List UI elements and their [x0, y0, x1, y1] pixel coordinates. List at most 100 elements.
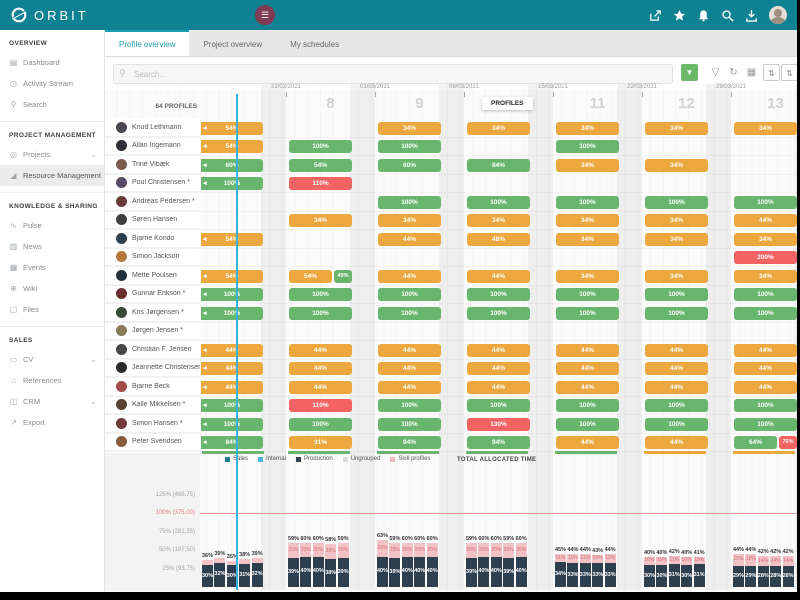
allocation-bar[interactable]: 100% [734, 399, 797, 412]
allocation-bar[interactable]: ◂ 100% [201, 306, 263, 320]
sidebar-item-resource-management[interactable]: ◢ Resource Management ⌄ [0, 165, 104, 186]
app-logo[interactable]: ORBIT [0, 6, 89, 24]
allocation-bar[interactable]: 200% [734, 251, 797, 264]
allocation-bar[interactable]: 100% [467, 306, 530, 320]
profile-name-cell[interactable]: Poul Christensen * [105, 174, 200, 192]
profile-name-cell[interactable]: Allan Ingemann [105, 137, 200, 155]
calendar-button[interactable]: ▦ [746, 67, 757, 78]
allocation-bar[interactable]: ◂ 100% [201, 288, 263, 301]
allocation-bar[interactable]: 44% [556, 343, 619, 357]
allocation-bar[interactable]: 100% [734, 288, 797, 301]
allocation-bar[interactable]: 100% [556, 288, 619, 301]
allocation-bar[interactable]: 76% [779, 436, 797, 449]
allocation-bar[interactable]: ◂ 100% [201, 417, 263, 431]
allocation-bar[interactable]: ◂ 44% [201, 343, 263, 357]
allocation-bar[interactable]: 100% [378, 288, 441, 301]
user-avatar[interactable] [769, 6, 787, 24]
allocation-bar[interactable]: 44% [378, 269, 441, 283]
allocation-bar[interactable]: 100% [378, 306, 441, 320]
allocation-bar[interactable]: 44% [289, 380, 352, 394]
allocation-bar[interactable]: 34% [467, 121, 530, 135]
allocation-bar[interactable]: 34% [556, 121, 619, 135]
allocation-bar[interactable]: 100% [378, 399, 441, 412]
allocation-bar[interactable]: 48% [467, 232, 530, 246]
sidebar-item-files[interactable]: ▢ Files [0, 299, 104, 320]
allocation-bar[interactable]: 44% [289, 343, 352, 357]
legend-item-production[interactable]: Production [296, 456, 333, 462]
profile-name-cell[interactable]: Bjarne Kondo [105, 230, 200, 248]
tab-my-schedules[interactable]: My schedules [290, 40, 340, 49]
clear-filter-button[interactable]: ▽ [711, 67, 720, 78]
allocation-bar[interactable]: 44% [734, 362, 797, 375]
allocation-bar[interactable]: 44% [467, 269, 530, 283]
allocation-bar[interactable]: 100% [556, 417, 619, 431]
tab-profile-overview[interactable]: Profile overview [105, 30, 190, 56]
allocation-bar[interactable]: 44% [467, 380, 530, 394]
allocation-bar[interactable]: 34% [467, 214, 530, 227]
allocation-bar[interactable]: 44% [378, 343, 441, 357]
allocation-bar[interactable]: 34% [734, 121, 797, 135]
allocation-bar[interactable]: ◂ 54% [201, 121, 263, 135]
legend-item-ungrouped[interactable]: Ungrouped [342, 456, 380, 462]
allocation-bar[interactable]: ◂ 60% [201, 158, 263, 172]
allocation-bar[interactable]: 49% [334, 269, 352, 283]
allocation-bar[interactable]: 34% [645, 269, 708, 283]
allocation-bar[interactable]: 64% [734, 436, 777, 449]
allocation-bar[interactable]: 34% [556, 232, 619, 246]
allocation-bar[interactable]: 44% [556, 436, 619, 449]
sidebar-item-references[interactable]: ⌂ References [0, 370, 104, 391]
allocation-bar[interactable]: 130% [467, 417, 530, 431]
sidebar-item-dashboard[interactable]: ▤ Dashboard [0, 52, 104, 73]
search-input[interactable] [113, 64, 673, 84]
share-icon[interactable] [649, 9, 662, 22]
allocation-bar[interactable]: 34% [556, 269, 619, 283]
profile-name-cell[interactable]: Kris Jørgensen * [105, 304, 200, 322]
allocation-bar[interactable]: 34% [645, 214, 708, 227]
allocation-bar[interactable]: 44% [378, 362, 441, 375]
profile-name-cell[interactable]: Peter Svendsen [105, 433, 200, 451]
allocation-bar[interactable]: 44% [556, 362, 619, 375]
allocation-bar[interactable]: ◂ 54% [201, 269, 263, 283]
allocation-bar[interactable]: 44% [645, 380, 708, 394]
allocation-bar[interactable]: 100% [467, 288, 530, 301]
profile-name-cell[interactable]: Jørgen Jensen * [105, 322, 200, 340]
allocation-bar[interactable]: 84% [467, 158, 530, 172]
sidebar-item-activity-stream[interactable]: ◷ Activity Stream [0, 73, 104, 94]
bell-icon[interactable] [697, 9, 710, 22]
allocation-bar[interactable]: 100% [289, 306, 352, 320]
allocation-bar[interactable]: 94% [378, 436, 441, 449]
sidebar-item-news[interactable]: ▥ News [0, 236, 104, 257]
download-icon[interactable] [745, 9, 758, 22]
allocation-bar[interactable]: 100% [645, 195, 708, 209]
sidebar-item-export[interactable]: ↗ Export [0, 412, 104, 433]
allocation-bar[interactable]: 100% [734, 417, 797, 431]
profile-name-cell[interactable]: Søren Hansen [105, 211, 200, 229]
profile-name-cell[interactable]: Gunnar Erikson * [105, 285, 200, 303]
profile-name-cell[interactable]: Simon Hansen * [105, 415, 200, 433]
allocation-bar[interactable]: 100% [378, 140, 441, 153]
allocation-bar[interactable]: 34% [556, 158, 619, 172]
profile-name-cell[interactable]: Andreas Pedersen * [105, 193, 200, 211]
allocation-bar[interactable]: 100% [556, 140, 619, 153]
allocation-bar[interactable]: 60% [378, 158, 441, 172]
legend-item-sales[interactable]: Sales [225, 456, 248, 462]
allocation-bar[interactable]: 44% [556, 380, 619, 394]
sort-asc-button[interactable]: ⇅ [763, 64, 780, 81]
allocation-bar[interactable]: 34% [378, 214, 441, 227]
allocation-bar[interactable]: 31% [289, 436, 352, 449]
filter-button[interactable]: ▼ [681, 64, 698, 81]
profile-name-cell[interactable]: Knud Lethmann [105, 119, 200, 137]
allocation-bar[interactable]: 44% [734, 214, 797, 227]
allocation-bar[interactable]: 44% [734, 343, 797, 357]
menu-toggle-button[interactable]: ☰ [255, 5, 275, 25]
allocation-bar[interactable]: 34% [734, 232, 797, 246]
allocation-bar[interactable]: 44% [289, 362, 352, 375]
allocation-bar[interactable]: 44% [734, 380, 797, 394]
allocation-bar[interactable]: 44% [378, 380, 441, 394]
allocation-bar[interactable]: 44% [645, 362, 708, 375]
allocation-bar[interactable]: ◂ 100% [201, 399, 263, 412]
search-icon[interactable] [721, 9, 734, 22]
allocation-bar[interactable]: 110% [289, 399, 352, 412]
allocation-bar[interactable]: 44% [467, 362, 530, 375]
allocation-bar[interactable]: ◂ 44% [201, 362, 263, 375]
